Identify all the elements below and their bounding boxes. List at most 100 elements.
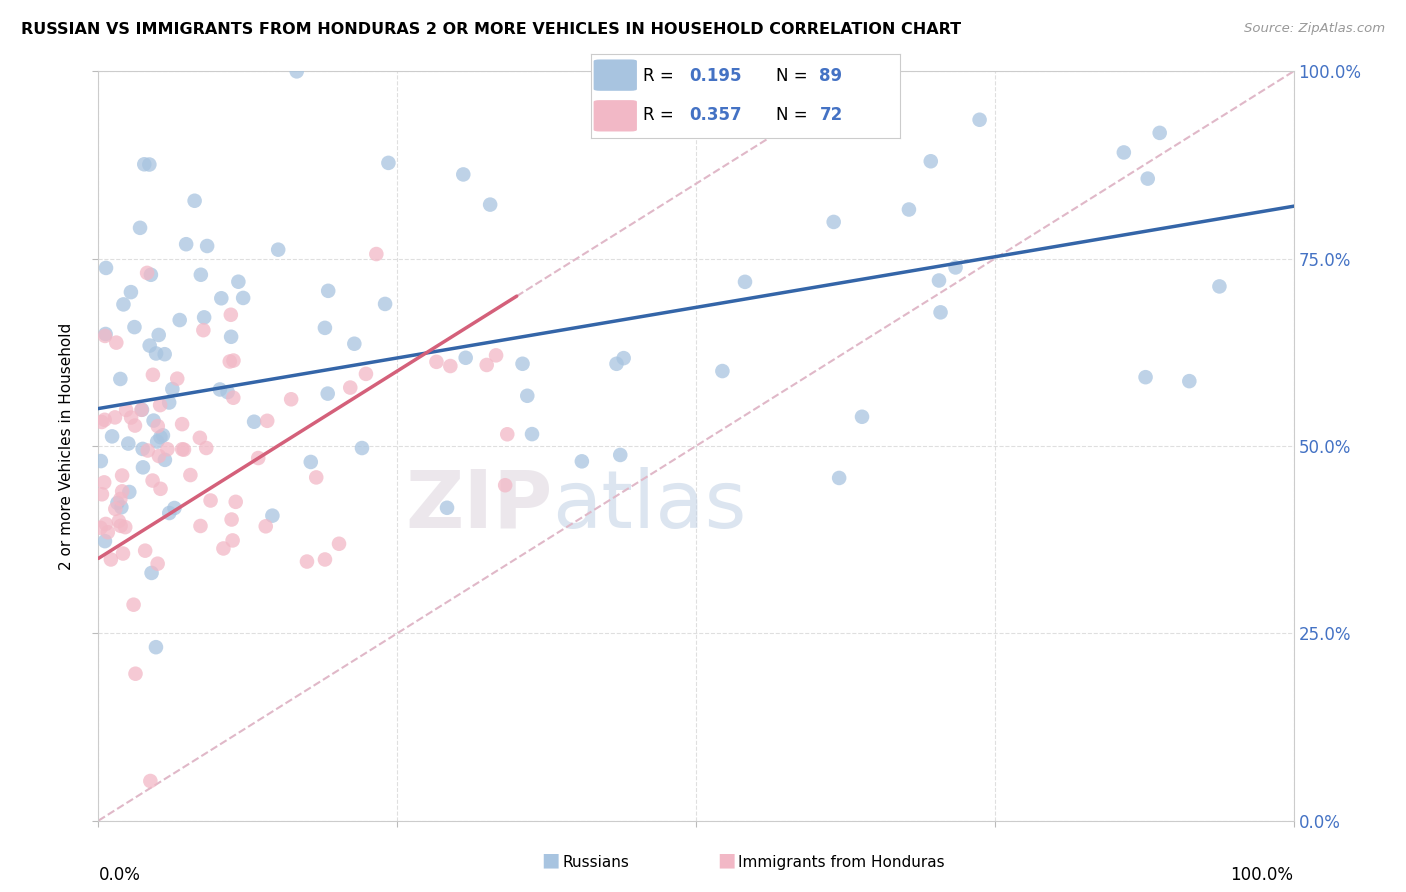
Point [117, 436, 139, 450]
Point [190, 519, 212, 533]
Point [110, 519, 132, 533]
Point [152, 428, 174, 442]
Point [571, 454, 593, 468]
FancyBboxPatch shape [593, 60, 637, 91]
Point [212, 541, 235, 556]
Point [928, 273, 950, 287]
Point [142, 368, 165, 382]
Point [149, 430, 172, 444]
Point [149, 398, 172, 412]
Point [90, 415, 112, 429]
Point [316, 284, 339, 298]
Point [153, 347, 176, 361]
Point [156, 442, 179, 457]
Point [285, 64, 308, 78]
Point [299, 455, 322, 469]
Point [124, 418, 146, 433]
Point [1136, 171, 1159, 186]
Point [101, 429, 124, 443]
Point [131, 442, 153, 456]
Point [929, 305, 952, 319]
Point [90, 454, 112, 468]
Point [148, 449, 170, 463]
Point [148, 328, 170, 343]
Point [494, 478, 516, 492]
Point [314, 552, 336, 566]
Point [172, 442, 194, 457]
Point [179, 468, 201, 483]
Point [183, 194, 205, 208]
Point [188, 431, 211, 445]
Point [124, 666, 146, 681]
Text: 72: 72 [820, 106, 842, 124]
Point [94, 534, 117, 549]
Point [305, 470, 328, 484]
Point [228, 275, 250, 289]
Point [316, 386, 339, 401]
Point [343, 336, 366, 351]
Text: ZIP: ZIP [405, 467, 553, 545]
Point [138, 157, 160, 171]
Point [120, 285, 142, 299]
Text: 0.0%: 0.0% [98, 865, 141, 884]
Point [100, 552, 122, 566]
Point [339, 381, 361, 395]
Point [734, 275, 756, 289]
Point [110, 500, 132, 515]
Point [145, 640, 167, 655]
Point [221, 533, 243, 548]
Point [851, 409, 873, 424]
Point [920, 154, 942, 169]
Text: 89: 89 [820, 67, 842, 85]
Point [520, 427, 543, 442]
Point [193, 310, 215, 325]
Point [139, 774, 162, 789]
Point [114, 520, 136, 534]
Point [131, 402, 153, 417]
Point [208, 383, 231, 397]
Point [195, 441, 218, 455]
Point [110, 491, 132, 506]
Point [1149, 126, 1171, 140]
Point [93, 413, 115, 427]
FancyBboxPatch shape [593, 100, 637, 131]
Text: N =: N = [776, 106, 813, 124]
Point [221, 512, 243, 526]
Point [173, 442, 195, 457]
Point [605, 357, 627, 371]
Point [838, 110, 860, 124]
Point [1135, 370, 1157, 384]
Point [134, 157, 156, 171]
Text: Russians: Russians [562, 855, 630, 870]
Point [107, 496, 129, 510]
Point [377, 156, 399, 170]
Text: ■: ■ [717, 851, 735, 870]
Point [512, 357, 534, 371]
Point [350, 441, 373, 455]
Point [157, 395, 180, 409]
Point [157, 506, 180, 520]
Point [823, 215, 845, 229]
Point [195, 239, 218, 253]
Point [209, 291, 232, 305]
Point [1178, 374, 1201, 388]
Point [142, 414, 165, 428]
Point [174, 237, 197, 252]
Point [111, 547, 134, 561]
Point [146, 419, 169, 434]
Point [475, 358, 498, 372]
Text: R =: R = [643, 106, 679, 124]
Point [111, 484, 134, 499]
Point [219, 330, 242, 344]
Point [112, 297, 135, 311]
Point [104, 410, 127, 425]
Point [254, 519, 277, 533]
Point [118, 485, 141, 500]
Point [1208, 279, 1230, 293]
Point [94, 329, 117, 343]
Text: 0.357: 0.357 [689, 106, 742, 124]
Point [374, 297, 396, 311]
Text: Immigrants from Honduras: Immigrants from Honduras [738, 855, 945, 870]
Point [436, 500, 458, 515]
Point [94, 260, 117, 275]
